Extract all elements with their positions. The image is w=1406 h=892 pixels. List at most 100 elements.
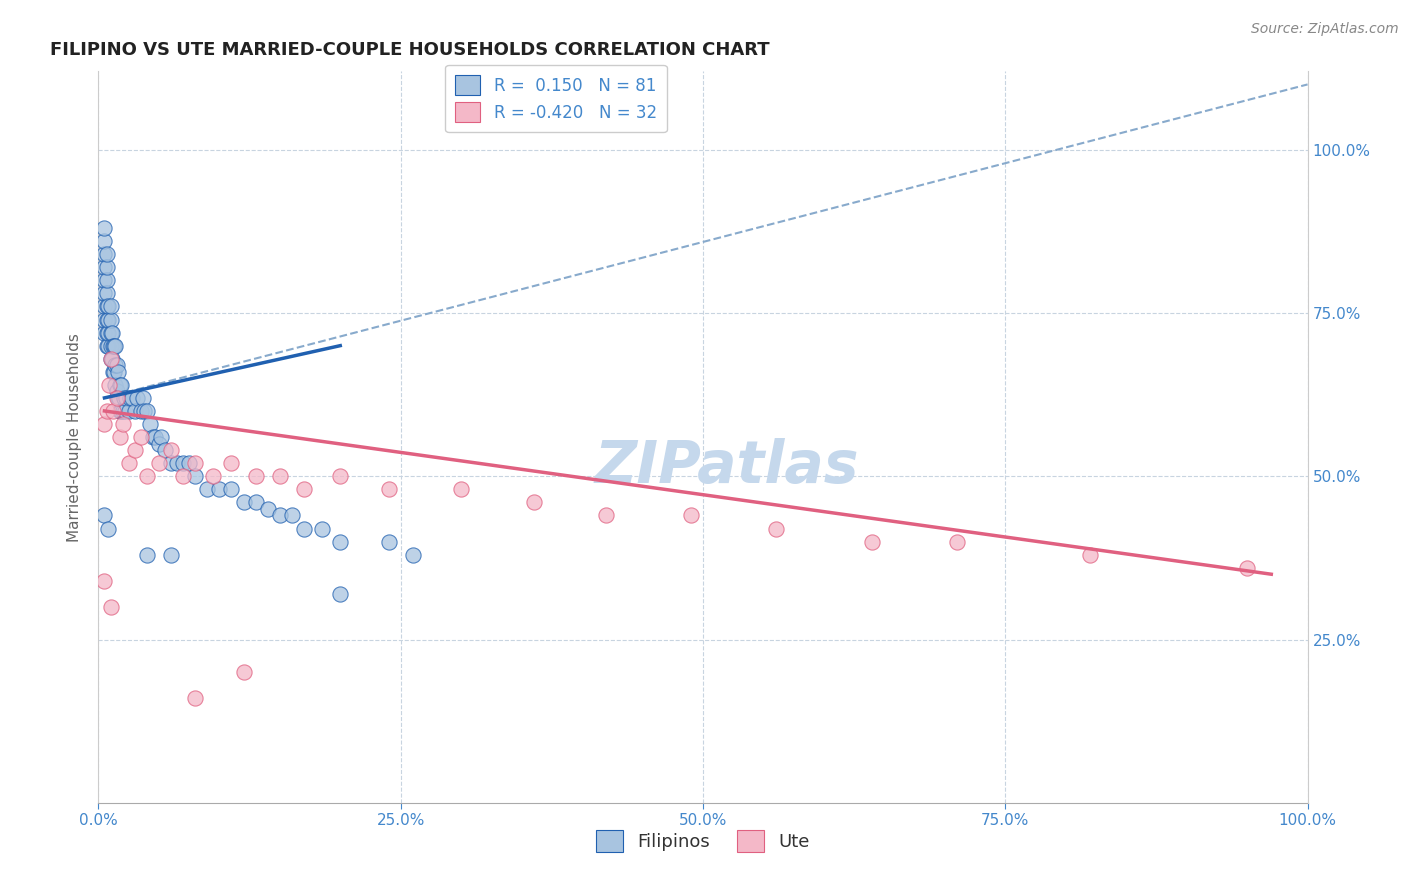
Point <box>195 483 218 497</box>
Point <box>93 508 115 523</box>
Point <box>245 469 267 483</box>
Point <box>292 483 315 497</box>
Point <box>221 483 243 497</box>
Point <box>1236 560 1258 574</box>
Point <box>595 508 617 523</box>
Point <box>100 326 122 340</box>
Point <box>160 456 183 470</box>
Point <box>172 456 194 470</box>
Point <box>93 574 115 588</box>
Point <box>100 312 122 326</box>
Point <box>103 339 125 353</box>
Point <box>97 312 120 326</box>
Point <box>523 495 546 509</box>
Point <box>93 286 115 301</box>
Text: FILIPINO VS UTE MARRIED-COUPLE HOUSEHOLDS CORRELATION CHART: FILIPINO VS UTE MARRIED-COUPLE HOUSEHOLD… <box>51 41 769 59</box>
Point <box>97 339 120 353</box>
Point <box>160 443 183 458</box>
Point <box>104 339 127 353</box>
Point <box>377 483 399 497</box>
Point <box>118 391 141 405</box>
Point <box>100 351 122 366</box>
Point <box>101 365 124 379</box>
Point <box>104 358 127 372</box>
Point <box>118 456 141 470</box>
Point <box>150 430 173 444</box>
Point <box>107 365 129 379</box>
Point <box>110 404 132 418</box>
Point <box>946 534 969 549</box>
Point <box>107 391 129 405</box>
Point <box>860 534 883 549</box>
Point <box>221 456 243 470</box>
Text: Source: ZipAtlas.com: Source: ZipAtlas.com <box>1251 22 1399 37</box>
Point <box>256 502 278 516</box>
Point <box>100 599 122 614</box>
Point <box>93 273 115 287</box>
Point <box>104 377 127 392</box>
Point <box>105 384 128 399</box>
Point <box>97 300 120 314</box>
Point <box>93 300 115 314</box>
Point <box>93 312 115 326</box>
Point <box>402 548 425 562</box>
Point <box>153 443 176 458</box>
Point <box>232 495 254 509</box>
Point <box>329 469 352 483</box>
Point <box>108 404 131 418</box>
Point <box>93 417 115 431</box>
Point <box>96 273 118 287</box>
Point <box>93 326 115 340</box>
Point <box>142 430 165 444</box>
Point <box>100 300 122 314</box>
Point <box>96 300 118 314</box>
Point <box>93 260 115 275</box>
Point <box>245 495 267 509</box>
Point <box>108 430 131 444</box>
Point <box>96 286 118 301</box>
Point <box>1078 548 1101 562</box>
Point <box>184 691 207 706</box>
Point <box>135 469 157 483</box>
Point <box>105 391 128 405</box>
Point <box>93 247 115 261</box>
Point <box>100 351 122 366</box>
Point <box>135 548 157 562</box>
Point <box>110 377 132 392</box>
Point <box>96 312 118 326</box>
Point <box>166 456 188 470</box>
Point <box>118 404 141 418</box>
Point <box>179 456 201 470</box>
Point <box>148 456 170 470</box>
Point <box>100 351 122 366</box>
Point <box>450 483 472 497</box>
Point <box>93 221 115 235</box>
Point <box>97 521 120 535</box>
Point <box>139 417 162 431</box>
Point <box>232 665 254 680</box>
Point <box>134 404 156 418</box>
Point <box>765 521 787 535</box>
Point <box>97 326 120 340</box>
Point <box>172 469 194 483</box>
Point <box>100 326 122 340</box>
Point <box>108 377 131 392</box>
Point <box>292 521 315 535</box>
Point <box>329 534 352 549</box>
Point <box>112 391 135 405</box>
Point <box>114 404 136 418</box>
Point <box>96 404 118 418</box>
Legend: Filipinos, Ute: Filipinos, Ute <box>589 823 817 860</box>
Point <box>132 391 155 405</box>
Point <box>124 443 146 458</box>
Point <box>184 456 207 470</box>
Point <box>269 508 291 523</box>
Point <box>111 417 134 431</box>
Y-axis label: Married-couple Households: Married-couple Households <box>67 333 83 541</box>
Point <box>377 534 399 549</box>
Point <box>101 404 124 418</box>
Point <box>96 339 118 353</box>
Point <box>124 404 146 418</box>
Point <box>160 548 183 562</box>
Point <box>101 339 124 353</box>
